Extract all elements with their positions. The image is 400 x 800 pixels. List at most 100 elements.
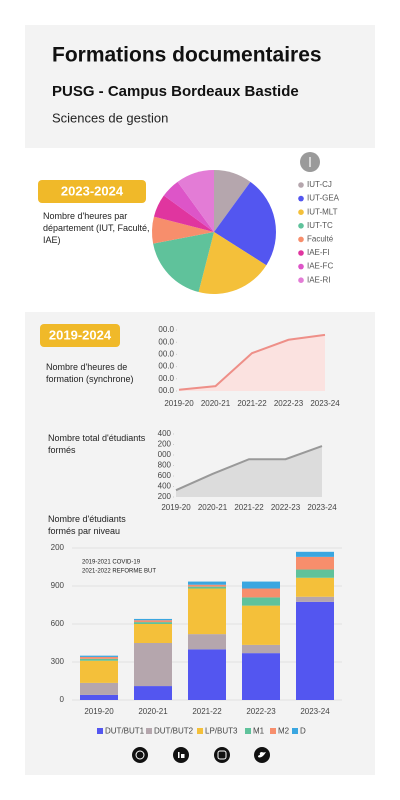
pie-slice — [214, 181, 276, 266]
x-tick-label: 2022-23 — [246, 707, 276, 716]
bar-segment — [242, 588, 280, 598]
pie-slice — [214, 170, 251, 232]
bar-segment — [296, 569, 334, 578]
pie-slice — [177, 170, 214, 232]
legend-label: IUT-CJ — [307, 180, 332, 189]
legend-swatch — [298, 209, 304, 215]
x-tick-label: 2023-24 — [310, 399, 340, 408]
bar-segment — [296, 551, 334, 557]
pie-slice — [153, 195, 214, 232]
subtitle: PUSG - Campus Bordeaux Bastide — [52, 83, 299, 100]
legend-label: Faculté — [307, 235, 334, 244]
bar-segment — [80, 682, 118, 695]
bar-segment — [134, 618, 172, 621]
bar-segment — [188, 634, 226, 650]
legend-swatch — [270, 728, 276, 734]
bar-segment — [80, 655, 118, 657]
y-tick-label: 900 — [51, 581, 65, 590]
bar-segment — [242, 597, 280, 606]
legend-label: DUT/BUT2 — [154, 727, 194, 736]
legend-label: D — [300, 727, 306, 736]
x-tick-label: 2021-22 — [234, 503, 264, 512]
legend-label: LP/BUT3 — [205, 727, 238, 736]
legend-label: IUT-TC — [307, 221, 333, 230]
legend-swatch — [197, 728, 203, 734]
bar-segment — [134, 643, 172, 687]
x-tick-label: 2019-20 — [84, 707, 114, 716]
y-tick-label: 600 — [158, 471, 172, 480]
bar-segment — [296, 577, 334, 597]
bar-segment — [80, 656, 118, 659]
y-tick-label: 0 — [60, 695, 65, 704]
y-tick-label: 000 — [158, 450, 172, 459]
x-tick-label: 2022-23 — [271, 503, 301, 512]
bar-segment — [242, 653, 280, 700]
legend-label: IAE-RI — [307, 275, 331, 284]
legend-swatch — [298, 277, 304, 284]
legend-swatch — [146, 728, 152, 734]
y-tick-label: 00.0 — [158, 325, 174, 334]
x-tick-label: 2020-21 — [198, 503, 228, 512]
x-tick-label: 2019-20 — [164, 399, 194, 408]
area — [179, 334, 325, 391]
web-icon[interactable] — [132, 747, 148, 763]
bar-segment — [80, 660, 118, 683]
bar-segment — [134, 686, 172, 700]
section-label: Sciences de gestion — [52, 110, 168, 125]
legend-swatch — [292, 728, 298, 734]
bar-segment — [242, 581, 280, 589]
badge-label: 2019-2024 — [49, 327, 112, 342]
bar-segment — [80, 694, 118, 700]
legend-swatch — [298, 250, 304, 256]
x-tick-label: 2023-24 — [307, 503, 337, 512]
twitter-glyph — [258, 752, 266, 758]
legend-label: M1 — [253, 727, 265, 736]
bar-segment — [296, 601, 334, 700]
legend-label: M2 — [278, 727, 290, 736]
bar-segment — [296, 556, 334, 570]
line — [175, 445, 323, 492]
y-tick-label: 300 — [51, 657, 65, 666]
y-tick-label: 00.0 — [158, 374, 174, 383]
badge — [38, 180, 146, 203]
x-tick-label: 2021-22 — [237, 399, 267, 408]
instagram-icon[interactable] — [214, 747, 230, 763]
pie-slice — [198, 232, 267, 294]
line — [178, 333, 326, 391]
annotation: 2021-2022 REFORME BUT — [82, 569, 156, 575]
chart-title: Nombre d'étudiants formés par niveau — [48, 514, 126, 536]
legend-swatch — [97, 728, 103, 734]
legend-label: IUT-GEA — [307, 194, 340, 203]
legend-label: IAE-FI — [307, 248, 330, 257]
bar-segment — [188, 581, 226, 585]
bar-segment — [188, 649, 226, 700]
legend-swatch — [298, 223, 304, 229]
chart-title: Nombre d'heures par département (IUT, Fa… — [43, 211, 150, 245]
y-tick-label: 200 — [158, 492, 172, 501]
legend-swatch — [298, 236, 304, 243]
y-tick-label: 600 — [51, 619, 65, 628]
pie-slice — [163, 181, 214, 232]
x-tick-label: 2019-20 — [161, 503, 191, 512]
bar-segment — [134, 622, 172, 624]
bar-segment — [188, 584, 226, 587]
bar-segment — [134, 620, 172, 623]
bar-segment — [188, 588, 226, 635]
area — [176, 446, 322, 497]
y-tick-label: 00.0 — [158, 350, 174, 359]
legend-swatch — [298, 195, 304, 202]
x-tick-label: 2020-21 — [201, 399, 231, 408]
chart-title: Nombre total d'étudiants formés — [48, 433, 146, 455]
bar-segment — [242, 644, 280, 654]
linkedin-glyph — [181, 754, 185, 758]
x-tick-label: 2021-22 — [192, 707, 222, 716]
x-tick-label: 2022-23 — [274, 399, 304, 408]
instagram-glyph — [217, 750, 227, 760]
legend-label: IUT-MLT — [307, 207, 338, 216]
y-tick-label: 00.0 — [158, 337, 174, 346]
badge — [40, 324, 120, 347]
linkedin-glyph — [178, 752, 180, 758]
chart-title: Nombre d'heures de formation (synchrone) — [46, 362, 134, 384]
legend-label: DUT/BUT1 — [105, 727, 145, 736]
